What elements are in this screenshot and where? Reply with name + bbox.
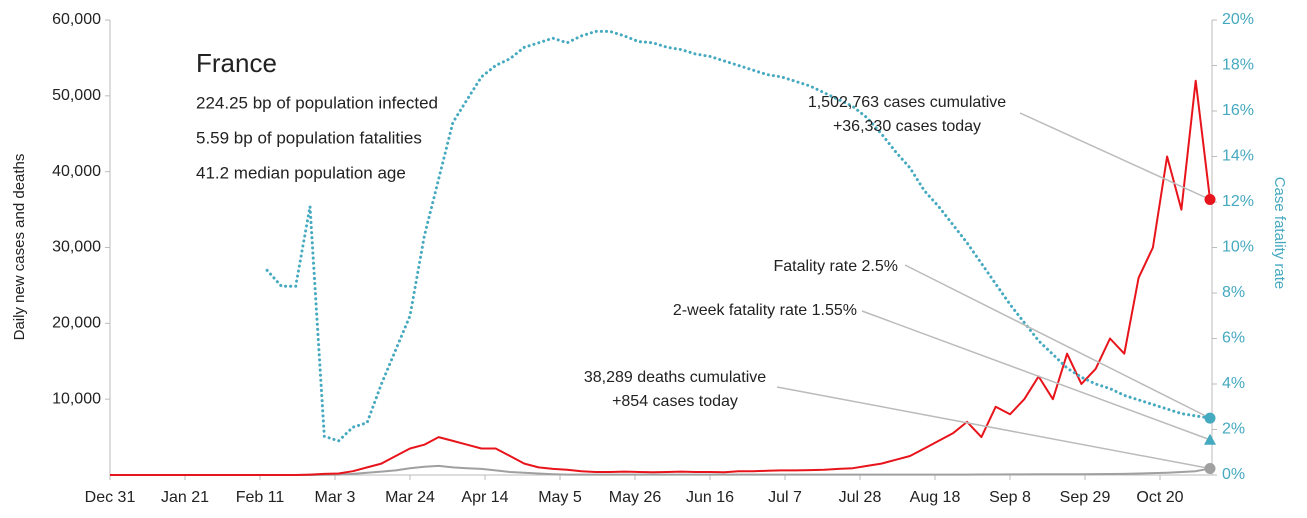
y2-tick-label: 12% (1222, 193, 1254, 210)
annotation-text: 2-week fatality rate 1.55% (673, 302, 857, 319)
series-line (110, 79, 1211, 476)
y2-tick-label: 2% (1222, 421, 1245, 438)
y2-tick-label: 8% (1222, 284, 1245, 301)
y2-tick-label: 6% (1222, 330, 1245, 347)
series-line (265, 29, 1212, 443)
x-tick-label: Mar 24 (385, 489, 435, 506)
info-line: 5.59 bp of population fatalities (196, 128, 422, 147)
x-tick-label: Jul 7 (768, 489, 802, 506)
y2-tick-label: 10% (1222, 239, 1254, 256)
y-tick-label: 40,000 (52, 163, 101, 180)
x-tick-label: May 26 (609, 489, 662, 506)
leader-line (776, 386, 1211, 470)
annotation-marker (1204, 193, 1216, 205)
annotation-text: +36,330 cases today (833, 118, 981, 135)
leader-line (861, 310, 1211, 441)
x-tick-label: Sep 29 (1060, 489, 1111, 506)
leader-line (904, 264, 1211, 419)
y2-tick-label: 0% (1222, 466, 1245, 483)
x-tick-label: Jun 16 (686, 489, 734, 506)
y2-tick-label: 4% (1222, 375, 1245, 392)
y-tick-label: 50,000 (52, 87, 101, 104)
y-tick-label: 60,000 (52, 11, 101, 28)
y-tick-label: 10,000 (52, 390, 101, 407)
annotation-text: 38,289 deaths cumulative (584, 369, 766, 386)
y2-tick-label: 18% (1222, 57, 1254, 74)
x-tick-label: May 5 (538, 489, 582, 506)
series-line (110, 464, 1211, 476)
y-tick-label: 30,000 (52, 239, 101, 256)
annotation-marker (1204, 433, 1216, 445)
annotation-text: 1,502,763 cases cumulative (808, 94, 1006, 111)
x-tick-label: Oct 20 (1136, 489, 1183, 506)
x-tick-label: Feb 11 (236, 489, 285, 506)
annotation-marker (1204, 463, 1216, 475)
x-tick-label: Mar 3 (315, 489, 356, 506)
x-tick-label: Aug 18 (910, 489, 961, 506)
y-axis-label: Daily new cases and deaths (11, 154, 28, 341)
y2-tick-label: 14% (1222, 148, 1254, 165)
y-tick-label: 20,000 (52, 315, 101, 332)
info-line: 224.25 bp of population infected (196, 93, 438, 112)
x-tick-label: Dec 31 (85, 489, 136, 506)
leader-line (1019, 112, 1211, 201)
info-title: France (196, 48, 277, 78)
annotation-text: +854 cases today (612, 393, 738, 410)
x-tick-label: Sep 8 (989, 489, 1031, 506)
x-tick-label: Apr 14 (461, 489, 508, 506)
x-tick-label: Jan 21 (161, 489, 209, 506)
info-line: 41.2 median population age (196, 163, 406, 182)
annotation-marker (1204, 412, 1216, 424)
annotation-text: Fatality rate 2.5% (774, 258, 899, 275)
y2-tick-label: 16% (1222, 102, 1254, 119)
x-tick-label: Jul 28 (839, 489, 882, 506)
y2-axis-label: Case fatality rate (1271, 177, 1288, 290)
y2-tick-label: 20% (1222, 11, 1254, 28)
